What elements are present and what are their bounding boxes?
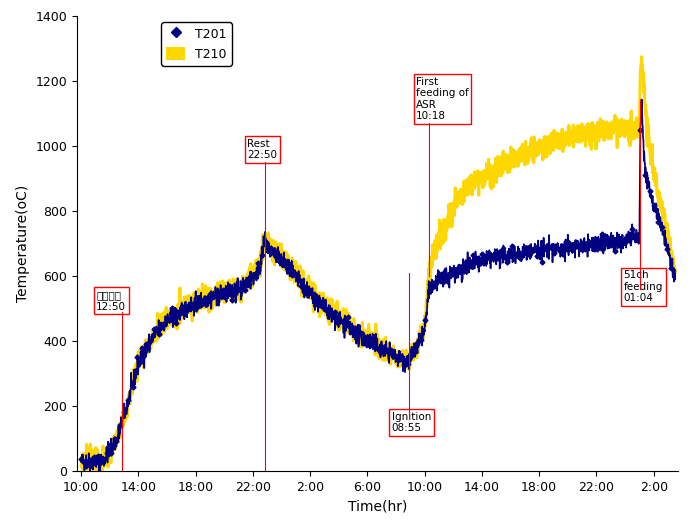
Text: 예열시작
12:50: 예열시작 12:50 (96, 290, 127, 312)
Y-axis label: Temperature(oC): Temperature(oC) (16, 185, 30, 302)
Text: First
feeding of
ASR
10:18: First feeding of ASR 10:18 (416, 77, 469, 122)
Legend: T201, T210: T201, T210 (161, 22, 231, 66)
Text: Rest
22:50: Rest 22:50 (247, 139, 278, 160)
Text: 51ch
feeding
01:04: 51ch feeding 01:04 (624, 270, 663, 304)
Text: Ignition
08:55: Ignition 08:55 (391, 412, 431, 433)
X-axis label: Time(hr): Time(hr) (348, 499, 407, 513)
